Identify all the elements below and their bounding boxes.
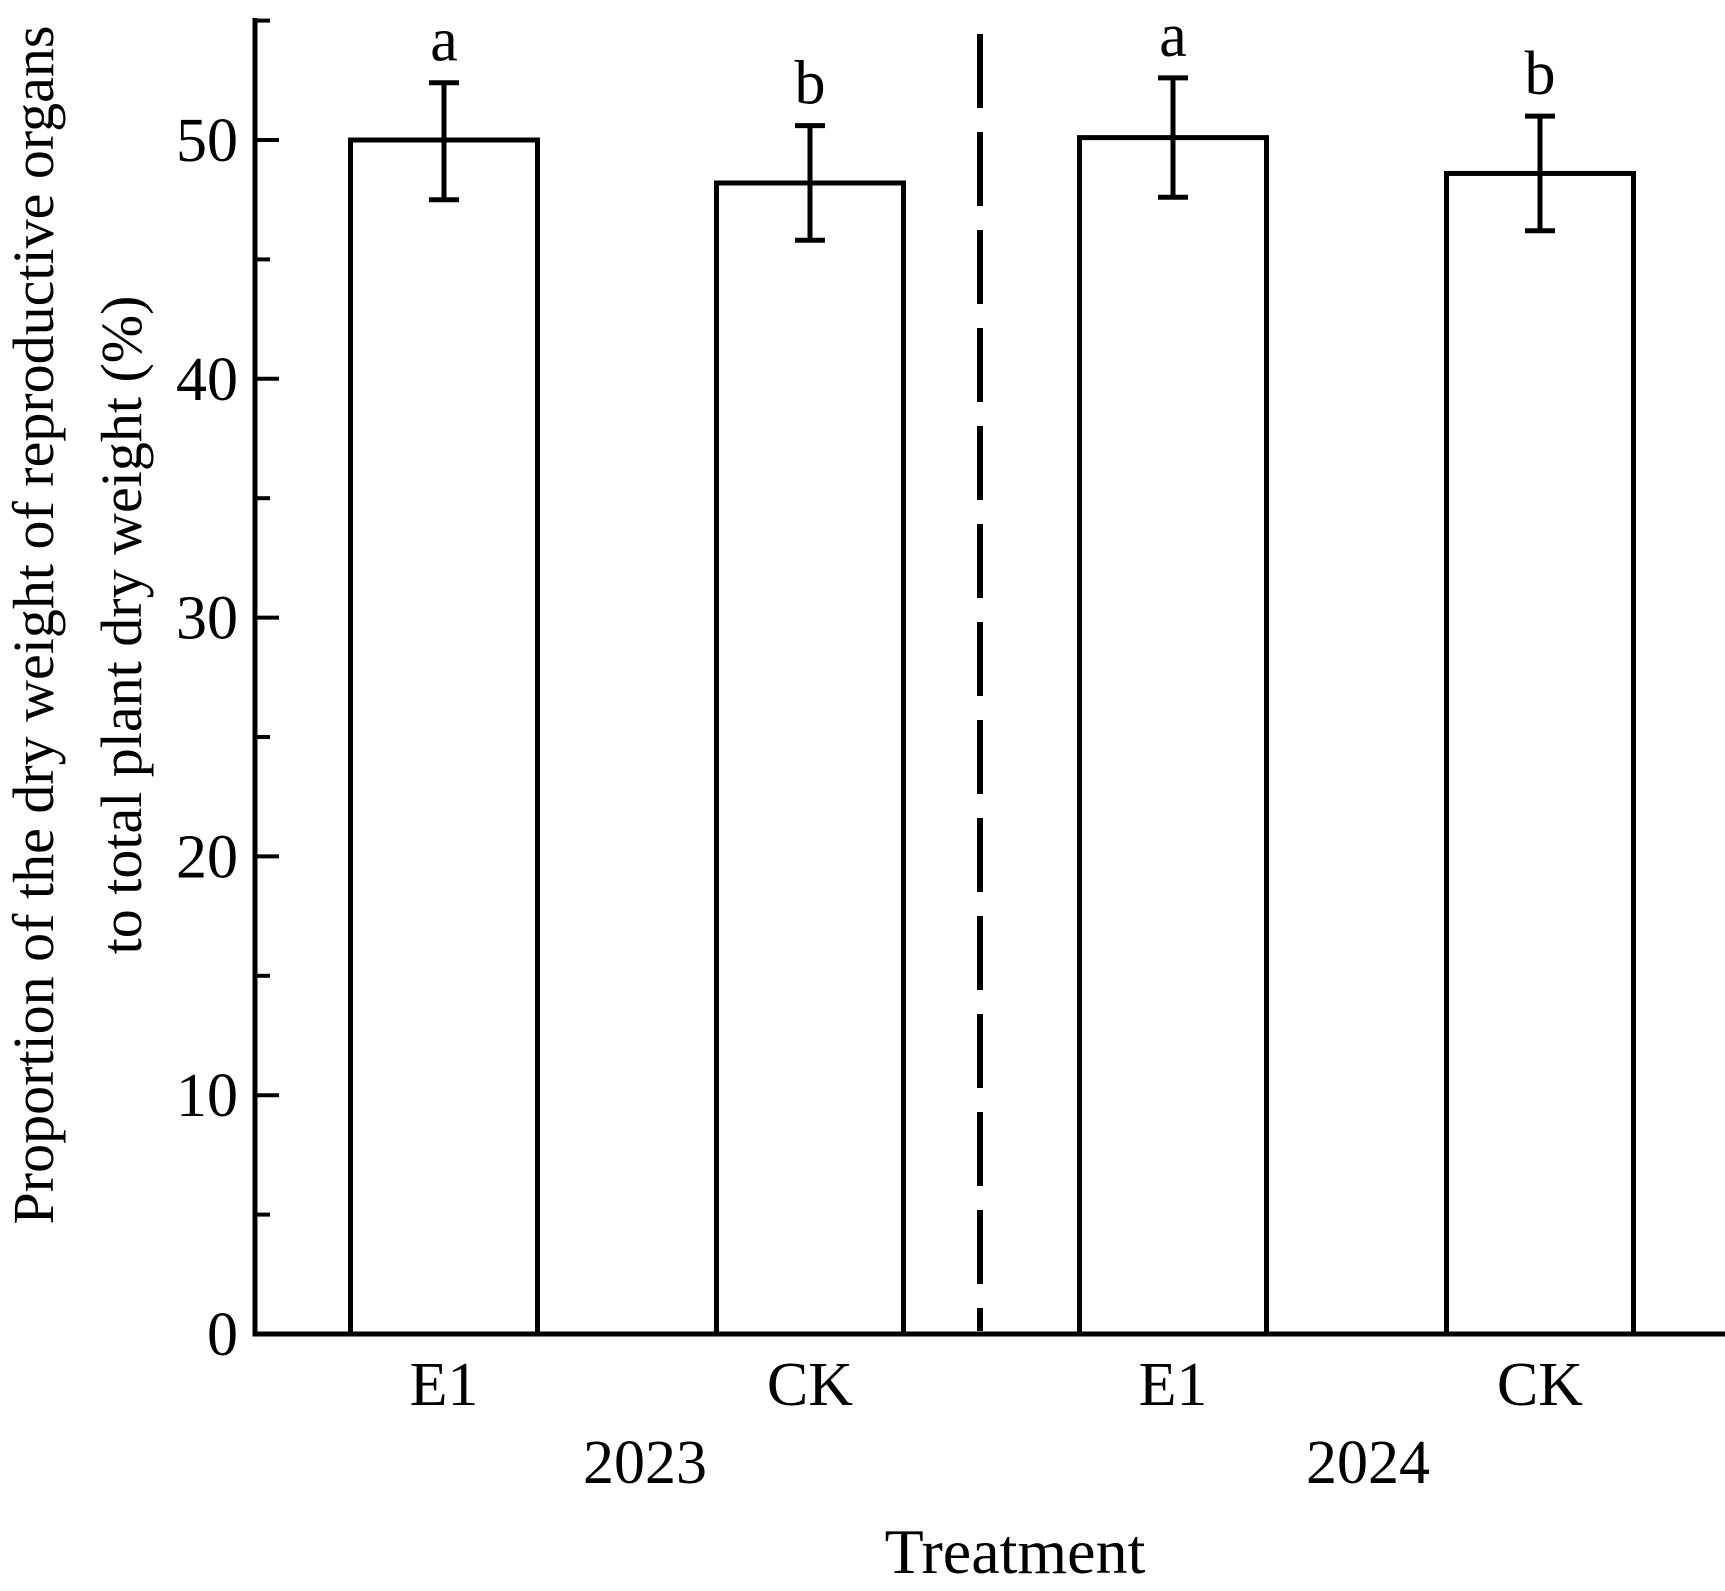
bar-ck-2024 <box>1444 170 1636 1337</box>
significance-letter: a <box>430 7 458 75</box>
x-axis-title: Treatment <box>885 1516 1146 1587</box>
x-tick-label: CK <box>767 1351 853 1419</box>
y-tick-label: 20 <box>176 823 238 891</box>
year-group-label: 2024 <box>1306 1429 1430 1497</box>
x-tick-label: CK <box>1497 1351 1583 1419</box>
y-axis-title-line1: Proportion of the dry weight of reproduc… <box>1 26 66 1225</box>
y-tick-label: 0 <box>207 1301 238 1369</box>
y-axis-title-line2: to total plant dry weight (%) <box>89 296 154 955</box>
y-tick-label: 50 <box>176 107 238 175</box>
bar-ck-2023 <box>714 180 906 1337</box>
y-tick-label: 40 <box>176 346 238 414</box>
significance-letter: b <box>1525 40 1556 108</box>
significance-letter: a <box>1159 2 1187 70</box>
year-group-label: 2023 <box>583 1429 707 1497</box>
x-tick-label: E1 <box>1139 1351 1208 1419</box>
y-tick-label: 30 <box>176 585 238 653</box>
bar-e1-2023 <box>348 137 540 1337</box>
significance-letter: b <box>795 50 826 118</box>
y-tick-label: 10 <box>176 1062 238 1130</box>
x-tick-label: E1 <box>410 1351 479 1419</box>
bar-e1-2024 <box>1077 135 1269 1337</box>
